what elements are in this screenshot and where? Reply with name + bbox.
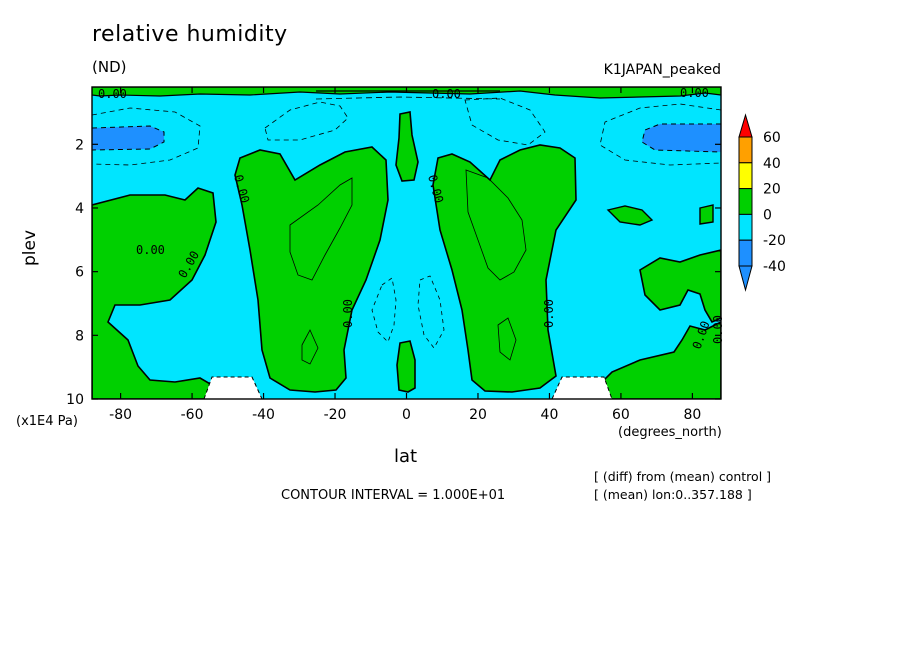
northern-upper-dry-patch bbox=[641, 123, 721, 153]
colorbar-label: -40 bbox=[763, 259, 786, 275]
southern-polar-lobe bbox=[92, 187, 221, 399]
southern-missing-patch bbox=[203, 376, 263, 399]
y-tick-label: 8 bbox=[75, 328, 84, 344]
contour-label: 0.00 bbox=[680, 86, 709, 100]
contour-fields bbox=[92, 87, 721, 399]
southern-subtropical-band bbox=[234, 146, 389, 393]
contour-interval: CONTOUR INTERVAL = 1.000E+01 bbox=[281, 488, 506, 503]
x-axis-label: lat bbox=[394, 446, 418, 467]
y-tick-label: 4 bbox=[75, 201, 84, 217]
y-axis-unit: (x1E4 Pa) bbox=[16, 414, 78, 429]
northern-upper-dashed-outer bbox=[599, 103, 721, 166]
x-tick-label: -80 bbox=[109, 407, 132, 423]
y-tick-label: 6 bbox=[75, 265, 84, 281]
equatorial-upper-tongue bbox=[395, 111, 419, 182]
colorbar-label: 40 bbox=[763, 156, 781, 172]
northern-subtropical-band bbox=[432, 144, 577, 393]
colorbar-label: 20 bbox=[763, 182, 781, 198]
x-tick-label: 80 bbox=[683, 407, 701, 423]
x-tick-label: 60 bbox=[612, 407, 630, 423]
colorbar-top-arrow bbox=[738, 113, 753, 138]
x-tick-label: -40 bbox=[252, 407, 275, 423]
northern-missing-patch bbox=[551, 376, 613, 399]
upper-dashed-contour-south bbox=[264, 101, 349, 141]
upper-dashed-contour-north bbox=[464, 97, 546, 146]
x-axis: -80 -60 -40 -20 0 20 40 60 80 bbox=[109, 87, 701, 423]
southern-inner-contour-low bbox=[301, 329, 319, 365]
y-axis: 2 4 6 8 10 bbox=[66, 137, 721, 408]
colorbar-label: -20 bbox=[763, 233, 786, 249]
northern-inner-contour-low bbox=[497, 317, 517, 361]
southern-upper-dry-patch bbox=[92, 125, 165, 151]
contour-label: 0.00 bbox=[432, 87, 461, 101]
top-dashed-line bbox=[315, 96, 501, 100]
y-tick-label: 10 bbox=[66, 392, 84, 408]
northern-polar-lower-fill bbox=[598, 321, 721, 399]
x-tick-label: 0 bbox=[402, 407, 411, 423]
top-green-strip bbox=[92, 87, 721, 99]
northern-polar-lobe bbox=[639, 249, 721, 324]
y-tick-label: 2 bbox=[75, 137, 84, 153]
mean-note: [ (mean) lon:0..357.188 ] bbox=[594, 487, 752, 502]
contour-label: 0.00 bbox=[711, 315, 725, 344]
colorbar: 60 40 20 0 -20 -40 bbox=[738, 113, 786, 292]
equatorial-lower-tongue bbox=[396, 340, 416, 393]
contour-label: 0.00 bbox=[542, 299, 556, 328]
colorbar-segment bbox=[738, 188, 753, 215]
contour-label: 0.00 bbox=[136, 243, 165, 257]
colorbar-label: 60 bbox=[763, 130, 781, 146]
northern-inner-contour bbox=[465, 169, 527, 281]
colorbar-segment bbox=[738, 213, 753, 241]
colorbar-bottom-arrow bbox=[738, 265, 753, 292]
mid-dashed-right bbox=[417, 275, 445, 349]
colorbar-segment bbox=[738, 162, 753, 190]
northern-polar-small-patch bbox=[606, 205, 654, 226]
x-axis-unit: (degrees_north) bbox=[618, 425, 722, 440]
y-axis-label: plev bbox=[20, 229, 40, 266]
contour-label: 0.00 bbox=[341, 299, 355, 328]
chart-title: relative humidity bbox=[92, 22, 288, 47]
contour-label: 0.00 bbox=[98, 87, 127, 101]
x-tick-label: -20 bbox=[324, 407, 347, 423]
chart-units: (ND) bbox=[92, 58, 127, 76]
diff-note: [ (diff) from (mean) control ] bbox=[594, 469, 772, 484]
x-tick-label: 20 bbox=[469, 407, 487, 423]
x-tick-label: 40 bbox=[541, 407, 559, 423]
colorbar-label: 0 bbox=[763, 207, 772, 223]
run-name: K1JAPAN_peaked bbox=[603, 62, 721, 78]
colorbar-segment bbox=[738, 136, 753, 164]
southern-upper-dashed-outer bbox=[92, 107, 201, 166]
southern-inner-contour bbox=[289, 177, 353, 281]
x-tick-label: -60 bbox=[181, 407, 204, 423]
northern-polar-edge-patch bbox=[699, 204, 714, 225]
colorbar-segment bbox=[738, 239, 753, 267]
